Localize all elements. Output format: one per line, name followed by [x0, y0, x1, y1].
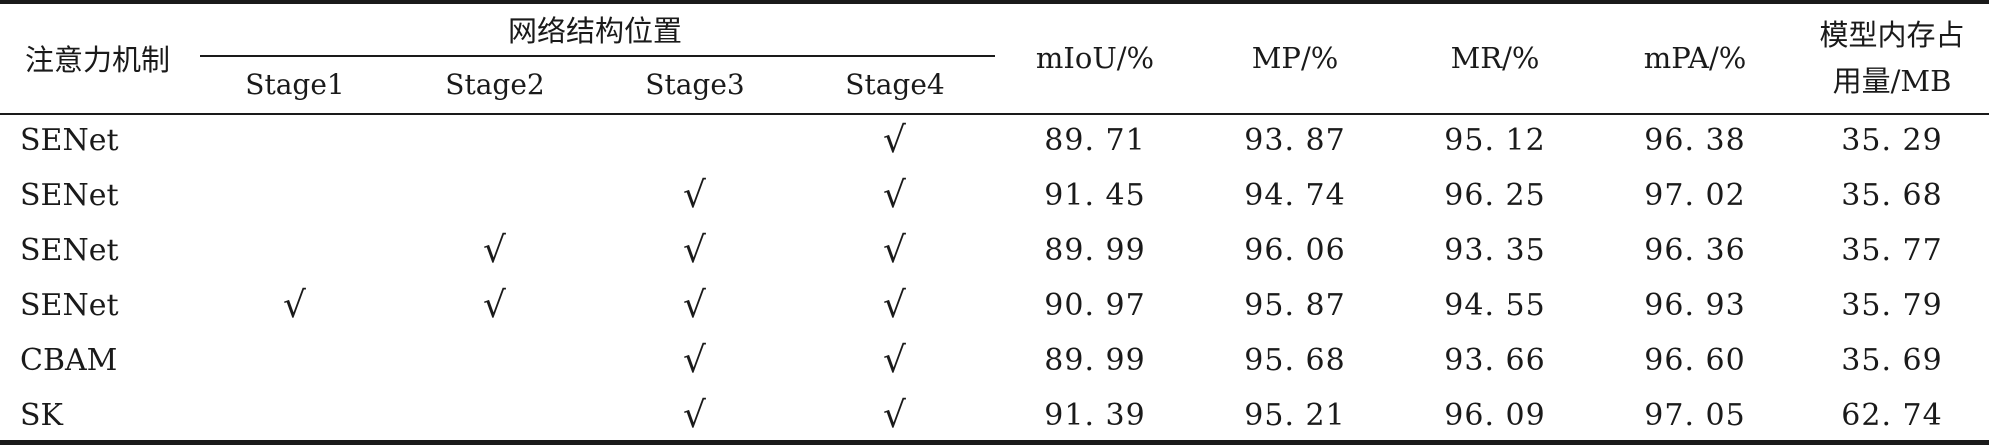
cell-memory: 62. 74: [1841, 398, 1943, 433]
cell-mechanism: SENet: [20, 233, 119, 268]
header-memory-line1: 模型内存占: [1819, 18, 1965, 52]
cell-mp: 95. 68: [1244, 343, 1346, 378]
table-row: SENet √ √ 91. 45 94. 74 96. 25 97. 02 35…: [0, 168, 1989, 223]
cell-mechanism: CBAM: [20, 343, 118, 378]
cell-stage2: [395, 333, 595, 388]
cell-mp: 93. 87: [1244, 123, 1346, 158]
cell-stage1: [195, 168, 395, 223]
header-stage2: Stage2: [445, 67, 545, 101]
header-mp: MP/%: [1251, 41, 1339, 75]
cell-stage3: √: [683, 394, 707, 436]
cell-mr: 94. 55: [1444, 288, 1546, 323]
header-stage3: Stage3: [645, 67, 745, 101]
cell-mp: 96. 06: [1244, 233, 1346, 268]
cell-mechanism: SENet: [20, 288, 119, 323]
cell-stage4: √: [883, 229, 907, 271]
cell-miou: 89. 71: [1044, 123, 1146, 158]
cell-mr: 96. 09: [1444, 398, 1546, 433]
cell-stage1: [195, 388, 395, 443]
cell-mpa: 96. 38: [1644, 123, 1746, 158]
cell-stage1: √: [283, 284, 307, 326]
cell-stage2: √: [483, 284, 507, 326]
cell-stage2: [395, 168, 595, 223]
cell-miou: 89. 99: [1044, 233, 1146, 268]
cell-stage4: √: [883, 339, 907, 381]
cell-miou: 91. 45: [1044, 178, 1146, 213]
cell-mpa: 96. 36: [1644, 233, 1746, 268]
header-position-group: 网络结构位置: [508, 14, 683, 48]
cell-mpa: 97. 02: [1644, 178, 1746, 213]
cell-mr: 93. 35: [1444, 233, 1546, 268]
header-miou: mIoU/%: [1035, 41, 1155, 75]
header-bottom-rule: [0, 113, 1989, 115]
cell-miou: 91. 39: [1044, 398, 1146, 433]
table-row: SENet √ √ √ √ 90. 97 95. 87 94. 55 96. 9…: [0, 278, 1989, 333]
cell-mp: 94. 74: [1244, 178, 1346, 213]
table-bottom-rule: [0, 440, 1989, 445]
header-memory-line2: 用量/MB: [1832, 64, 1952, 98]
cell-mpa: 96. 60: [1644, 343, 1746, 378]
cell-mr: 93. 66: [1444, 343, 1546, 378]
table-row: CBAM √ √ 89. 99 95. 68 93. 66 96. 60 35.…: [0, 333, 1989, 388]
header-stage4: Stage4: [845, 67, 945, 101]
position-group-rule: [200, 55, 995, 57]
cell-stage3: √: [683, 229, 707, 271]
cell-stage2: [395, 388, 595, 443]
cell-memory: 35. 29: [1841, 123, 1943, 158]
cell-mr: 95. 12: [1444, 123, 1546, 158]
cell-stage3: √: [683, 174, 707, 216]
attention-comparison-table: 注意力机制 网络结构位置 mIoU/% MP/% MR/% mPA/% 模型内存…: [0, 3, 1989, 443]
cell-stage1: [195, 113, 395, 168]
table-row: SENet √ √ √ 89. 99 96. 06 93. 35 96. 36 …: [0, 223, 1989, 278]
cell-stage4: √: [883, 284, 907, 326]
cell-mechanism: SK: [20, 398, 63, 433]
table-row: SK √ √ 91. 39 95. 21 96. 09 97. 05 62. 7…: [0, 388, 1989, 443]
cell-mp: 95. 21: [1244, 398, 1346, 433]
cell-memory: 35. 69: [1841, 343, 1943, 378]
header-memory: 模型内存占 用量/MB: [1795, 3, 1989, 113]
cell-stage4: √: [883, 174, 907, 216]
cell-stage2: [395, 113, 595, 168]
table-row: SENet √ 89. 71 93. 87 95. 12 96. 38 35. …: [0, 113, 1989, 168]
cell-mp: 95. 87: [1244, 288, 1346, 323]
cell-stage2: √: [483, 229, 507, 271]
cell-stage3: √: [683, 284, 707, 326]
cell-mechanism: SENet: [20, 123, 119, 158]
cell-mpa: 97. 05: [1644, 398, 1746, 433]
cell-miou: 90. 97: [1044, 288, 1146, 323]
cell-mr: 96. 25: [1444, 178, 1546, 213]
cell-stage1: [195, 333, 395, 388]
cell-stage1: [195, 223, 395, 278]
cell-miou: 89. 99: [1044, 343, 1146, 378]
header-mechanism: 注意力机制: [24, 43, 170, 77]
header-stage1: Stage1: [245, 67, 345, 101]
cell-memory: 35. 79: [1841, 288, 1943, 323]
cell-stage3: [595, 113, 795, 168]
header-mr: MR/%: [1450, 41, 1540, 75]
cell-mechanism: SENet: [20, 178, 119, 213]
header-mpa: mPA/%: [1643, 41, 1747, 75]
cell-stage4: √: [883, 394, 907, 436]
cell-memory: 35. 68: [1841, 178, 1943, 213]
cell-memory: 35. 77: [1841, 233, 1943, 268]
table-top-rule: [0, 0, 1989, 4]
cell-stage4: √: [883, 119, 907, 161]
cell-mpa: 96. 93: [1644, 288, 1746, 323]
cell-stage3: √: [683, 339, 707, 381]
